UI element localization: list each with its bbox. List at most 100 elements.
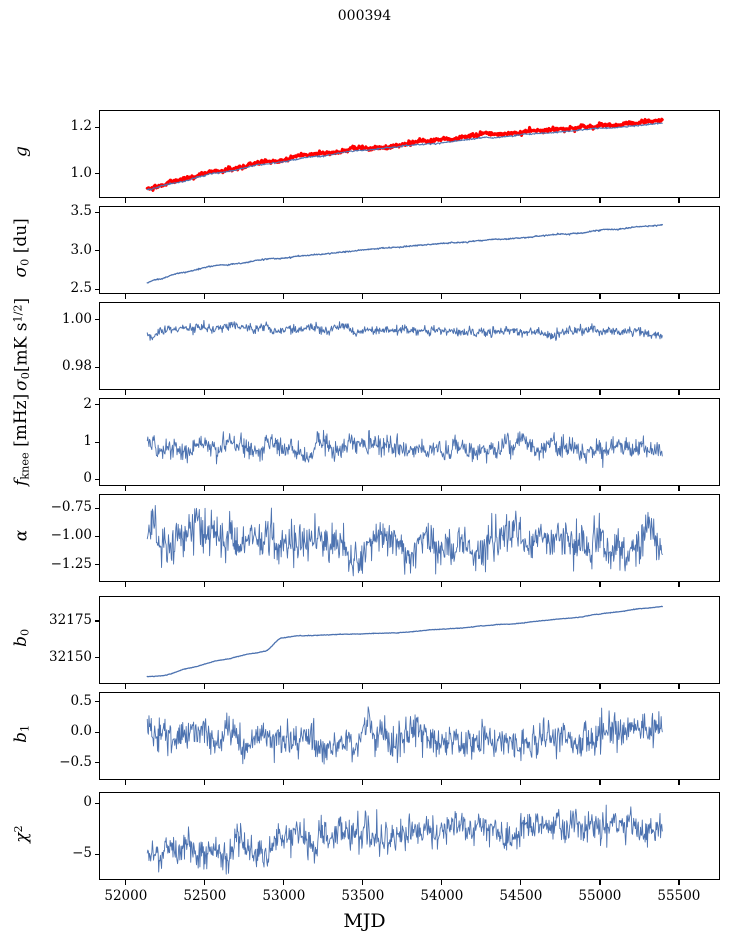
panel-plot-area: [146, 605, 663, 678]
x-tick-label: 52500: [183, 888, 227, 904]
plot-panel-sigma-0-mk-s-1-2: [99, 302, 720, 390]
x-tick-mark: [125, 390, 127, 395]
y-tick-mark: [95, 478, 99, 480]
y-tick-mark: [95, 366, 99, 368]
x-tick-mark: [520, 880, 522, 885]
x-tick-mark: [362, 390, 364, 395]
y-tick-label: 0: [83, 794, 92, 811]
x-tick-mark: [362, 780, 364, 785]
y-tick-mark: [95, 173, 99, 175]
x-tick-mark: [678, 198, 680, 203]
x-tick-mark: [678, 294, 680, 299]
y-tick-mark: [95, 620, 99, 622]
x-tick-mark: [441, 582, 443, 587]
x-tick-mark: [599, 294, 601, 299]
x-tick-mark: [204, 880, 206, 885]
x-tick-mark: [204, 390, 206, 395]
y-tick-label: 1.2: [70, 118, 92, 135]
series-line-f-knee: [146, 429, 663, 468]
x-tick-mark: [599, 880, 601, 885]
panel-plot-area: [146, 429, 663, 468]
x-tick-mark: [599, 684, 601, 689]
x-tick-mark: [599, 198, 601, 203]
x-tick-mark: [204, 294, 206, 299]
panel-plot-area: [146, 319, 663, 341]
x-tick-mark: [125, 780, 127, 785]
x-tick-label: 53000: [262, 888, 306, 904]
x-tick-mark: [520, 486, 522, 491]
x-tick-mark: [283, 780, 285, 785]
x-tick-mark: [678, 582, 680, 587]
y-tick-label: 0.98: [61, 358, 92, 375]
x-tick-mark: [204, 486, 206, 491]
y-tick-mark: [95, 126, 99, 128]
y-tick-label: 2.5: [70, 280, 92, 297]
y-tick-label: −1.25: [50, 555, 92, 572]
series-line-b1: [146, 706, 663, 765]
x-tick-mark: [362, 486, 364, 491]
panel-plot-area: [145, 117, 664, 192]
plot-panel-b-1: [99, 692, 720, 780]
y-tick-mark: [95, 657, 99, 659]
figure-title: 000394: [337, 8, 392, 24]
y-tick-label: 2: [83, 395, 92, 412]
panel-plot-area: [146, 804, 663, 875]
y-tick-label: 1.00: [61, 310, 92, 327]
y-tick-label: 0.5: [70, 692, 92, 709]
series-line-sigma0-mK: [146, 319, 663, 341]
plot-panel-g: [99, 110, 720, 198]
x-tick-label: 52000: [104, 888, 148, 904]
x-tick-mark: [362, 684, 364, 689]
y-tick-mark: [95, 211, 99, 213]
x-tick-mark: [599, 486, 601, 491]
series-line-gain-measured-blue: [146, 122, 663, 191]
x-tick-mark: [678, 880, 680, 885]
y-tick-label: 1.0: [70, 164, 92, 181]
x-tick-mark: [283, 198, 285, 203]
x-tick-mark: [283, 390, 285, 395]
x-tick-mark: [125, 486, 127, 491]
x-tick-mark: [283, 880, 285, 885]
x-tick-mark: [678, 486, 680, 491]
x-tick-label: 55000: [578, 888, 622, 904]
y-tick-mark: [95, 507, 99, 509]
plot-panel-f-knee-mhz: [99, 398, 720, 486]
y-tick-mark: [95, 250, 99, 252]
y-tick-label: 32150: [49, 648, 92, 665]
x-tick-mark: [283, 294, 285, 299]
x-tick-mark: [520, 294, 522, 299]
x-tick-mark: [678, 684, 680, 689]
plot-panel-b-0: [99, 596, 720, 684]
y-tick-mark: [95, 731, 99, 733]
x-tick-mark: [441, 294, 443, 299]
x-tick-mark: [125, 880, 127, 885]
x-tick-mark: [599, 390, 601, 395]
x-tick-mark: [441, 684, 443, 689]
y-tick-label: 1: [83, 433, 92, 449]
series-line-gain-model-red: [145, 117, 664, 192]
y-tick-mark: [95, 288, 99, 290]
x-tick-mark: [204, 780, 206, 785]
series-line-b0: [146, 605, 663, 678]
panel-plot-area: [146, 505, 663, 577]
x-tick-mark: [362, 582, 364, 587]
x-tick-mark: [441, 880, 443, 885]
x-tick-mark: [441, 390, 443, 395]
plot-panel-chi-2: [99, 792, 720, 880]
x-tick-mark: [283, 684, 285, 689]
x-tick-mark: [678, 390, 680, 395]
y-tick-label: 0: [83, 470, 92, 487]
x-tick-mark: [441, 486, 443, 491]
x-tick-mark: [125, 684, 127, 689]
x-tick-mark: [599, 780, 601, 785]
x-tick-mark: [520, 582, 522, 587]
y-tick-label: −5: [72, 845, 92, 862]
series-line-sigma0-du: [146, 223, 663, 284]
y-tick-mark: [95, 535, 99, 537]
y-tick-mark: [95, 853, 99, 855]
y-tick-mark: [95, 762, 99, 764]
y-tick-mark: [95, 404, 99, 406]
x-tick-mark: [204, 684, 206, 689]
x-tick-label: 53500: [341, 888, 385, 904]
x-tick-mark: [283, 582, 285, 587]
